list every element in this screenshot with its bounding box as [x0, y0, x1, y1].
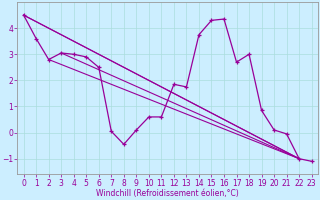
X-axis label: Windchill (Refroidissement éolien,°C): Windchill (Refroidissement éolien,°C) [96, 189, 239, 198]
